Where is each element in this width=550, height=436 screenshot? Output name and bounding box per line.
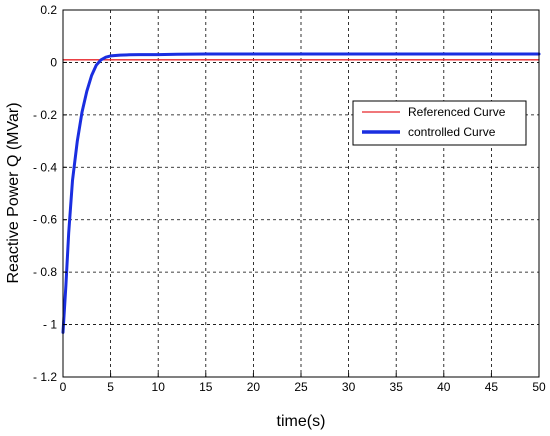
y-tick-label: 0.2 — [40, 3, 57, 17]
x-tick-label: 5 — [107, 380, 114, 394]
y-tick-label: - 1 — [43, 318, 57, 332]
legend: Referenced Curve controlled Curve — [352, 100, 527, 146]
x-tick-label: 0 — [60, 380, 67, 394]
y-tick-label: - 0.6 — [33, 213, 57, 227]
x-tick-label: 45 — [485, 380, 499, 394]
x-tick-label: 50 — [532, 380, 546, 394]
x-tick-label: 40 — [437, 380, 451, 394]
y-tick-label: - 0.4 — [33, 160, 57, 174]
series-layer — [61, 52, 541, 334]
x-axis-label: time(s) — [277, 413, 326, 430]
y-axis-label: Reactive Power Q (MVar) — [5, 102, 22, 283]
x-tick-label: 35 — [390, 380, 404, 394]
x-tick-label: 20 — [247, 380, 261, 394]
y-tick-label: - 0.2 — [33, 108, 57, 122]
y-tick-label: - 1.2 — [33, 370, 57, 384]
x-tick-label: 10 — [152, 380, 166, 394]
grid-lines — [63, 10, 539, 377]
x-tick-label: 25 — [294, 380, 308, 394]
legend-label-controlled: controlled Curve — [408, 125, 496, 139]
x-tick-label: 30 — [342, 380, 356, 394]
legend-label-referenced: Referenced Curve — [408, 105, 506, 119]
y-tick-label: 0 — [50, 55, 57, 69]
legend-box — [352, 100, 527, 146]
series-line-controlled — [61, 52, 541, 334]
tick-marks: 0 5 10 15 20 25 30 35 40 45 50 0.2 0 - 0.2 - 0.4 - 0.6 -… — [33, 3, 546, 394]
x-tick-label: 15 — [199, 380, 213, 394]
y-tick-label: - 0.8 — [33, 265, 57, 279]
